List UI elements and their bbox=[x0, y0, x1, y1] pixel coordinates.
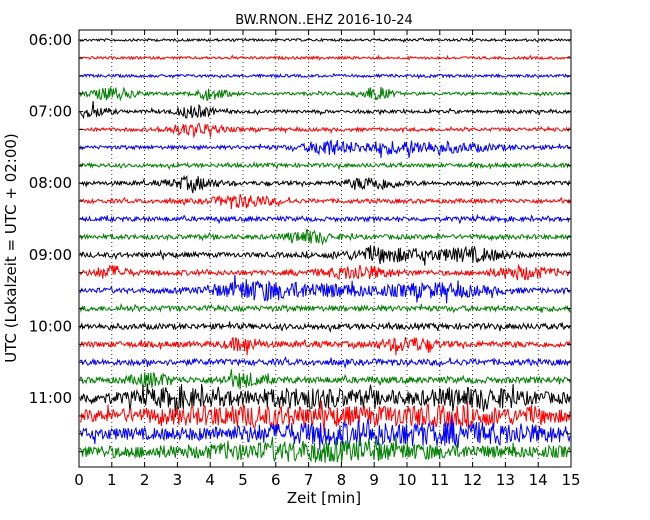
trace-row bbox=[79, 274, 571, 304]
trace-row bbox=[79, 245, 571, 266]
x-axis-ticks: 0 1 2 3 4 5 6 7 8 9 10 11 12 13 14 15 bbox=[74, 30, 581, 489]
x-tick-label: 5 bbox=[238, 471, 248, 489]
x-tick-label: 12 bbox=[463, 471, 482, 489]
x-tick-label: 15 bbox=[561, 471, 580, 489]
trace-row bbox=[79, 122, 571, 139]
trace-row bbox=[79, 355, 571, 370]
x-tick-label: 9 bbox=[369, 471, 379, 489]
y-tick-label: 06:00 bbox=[29, 31, 72, 49]
y-axis-label: UTC (Lokalzeit = UTC + 02:00) bbox=[2, 133, 20, 363]
seismic-traces bbox=[79, 36, 571, 463]
trace-row bbox=[79, 160, 571, 171]
y-tick-label: 07:00 bbox=[29, 103, 72, 121]
trace-row bbox=[79, 101, 571, 120]
trace-row bbox=[79, 263, 571, 281]
trace-row bbox=[79, 174, 571, 194]
y-tick-label: 10:00 bbox=[29, 317, 72, 335]
trace-row bbox=[79, 400, 571, 434]
x-axis-label: Zeit [min] bbox=[287, 489, 361, 507]
trace-row bbox=[79, 139, 571, 159]
plot-frame bbox=[78, 29, 572, 468]
x-tick-label: 14 bbox=[529, 471, 548, 489]
x-tick-label: 11 bbox=[430, 471, 449, 489]
trace-row bbox=[79, 435, 571, 463]
chart-title: BW.RNON..EHZ 2016-10-24 bbox=[235, 13, 413, 28]
trace-row bbox=[79, 302, 571, 314]
y-axis-ticks: 06:00 07:00 08:00 09:00 10:00 11:00 bbox=[29, 31, 571, 453]
trace-row bbox=[79, 383, 571, 418]
trace-row bbox=[79, 369, 571, 390]
trace-row bbox=[79, 72, 571, 80]
x-tick-label: 6 bbox=[271, 471, 281, 489]
trace-row bbox=[79, 213, 571, 225]
x-tick-label: 8 bbox=[337, 471, 347, 489]
trace-row bbox=[79, 193, 571, 210]
trace-row bbox=[79, 415, 571, 450]
x-tick-label: 0 bbox=[74, 471, 84, 489]
trace-row bbox=[79, 86, 571, 102]
y-tick-label: 11:00 bbox=[29, 389, 72, 407]
x-tick-label: 4 bbox=[205, 471, 215, 489]
x-tick-label: 1 bbox=[107, 471, 117, 489]
trace-row bbox=[79, 54, 571, 61]
trace-row bbox=[79, 337, 571, 356]
y-tick-label: 09:00 bbox=[29, 246, 72, 264]
trace-row bbox=[79, 36, 571, 44]
x-tick-label: 13 bbox=[496, 471, 515, 489]
trace-row bbox=[79, 321, 571, 333]
trace-row bbox=[79, 229, 571, 246]
x-tick-label: 10 bbox=[397, 471, 416, 489]
x-tick-label: 2 bbox=[140, 471, 150, 489]
x-tick-label: 3 bbox=[173, 471, 183, 489]
y-tick-label: 08:00 bbox=[29, 174, 72, 192]
x-tick-label: 7 bbox=[304, 471, 314, 489]
